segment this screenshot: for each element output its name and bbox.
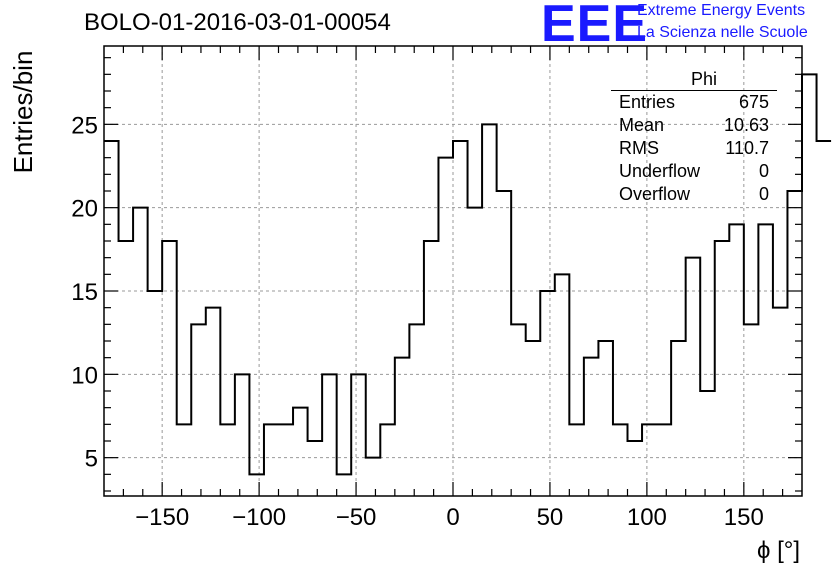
stats-label: Mean	[619, 115, 665, 135]
stats-row-underflow: Underflow 0	[611, 160, 777, 183]
stats-value: 675	[738, 92, 769, 112]
stats-label: Underflow	[619, 161, 701, 181]
stats-label: RMS	[619, 138, 659, 158]
y-tick-label: 5	[85, 446, 98, 473]
y-tick-label: 10	[71, 362, 98, 389]
stats-box-title: Phi	[611, 68, 777, 91]
run-title: BOLO-01-2016-03-01-00054	[84, 9, 391, 36]
x-tick-label: 150	[724, 504, 764, 531]
stats-row-rms: RMS 110.7	[611, 137, 777, 160]
stats-value: 0	[758, 184, 769, 204]
y-tick-label: 20	[71, 196, 98, 223]
grid-lines	[104, 46, 802, 496]
stats-row-overflow: Overflow 0	[611, 183, 777, 206]
x-tick-label: −150	[135, 504, 189, 531]
y-axis-label: Entries/bin	[8, 51, 38, 174]
stats-label: Entries	[619, 92, 676, 112]
tick-labels: −150 −100 −50 0 50 100 150 5 10 15 20 25	[71, 112, 764, 531]
stats-label: Overflow	[619, 184, 691, 204]
x-tick-label: 50	[537, 504, 564, 531]
y-tick-label: 15	[71, 279, 98, 306]
axis-ticks	[104, 46, 802, 496]
logo-line-1: Extreme Energy Events	[637, 2, 806, 19]
stats-row-entries: Entries 675	[611, 91, 777, 114]
x-tick-label: 100	[627, 504, 667, 531]
x-tick-label: 0	[446, 504, 459, 531]
x-tick-label: −50	[336, 504, 377, 531]
eee-logo: EEE	[541, 0, 649, 53]
y-tick-label: 25	[71, 112, 98, 139]
x-axis-label: ϕ [°]	[757, 537, 800, 564]
stats-value: 110.7	[725, 138, 769, 158]
x-tick-label: −100	[232, 504, 286, 531]
histogram-series	[104, 73, 832, 476]
logo-line-2: La Scienza nelle Scuole	[637, 24, 808, 41]
stats-row-mean: Mean 10.63	[611, 114, 777, 137]
stats-box: Phi Entries 675 Mean 10.63 RMS 110.7 Und…	[611, 68, 777, 206]
stats-value: 10.63	[723, 115, 769, 135]
stats-value: 0	[758, 161, 769, 181]
